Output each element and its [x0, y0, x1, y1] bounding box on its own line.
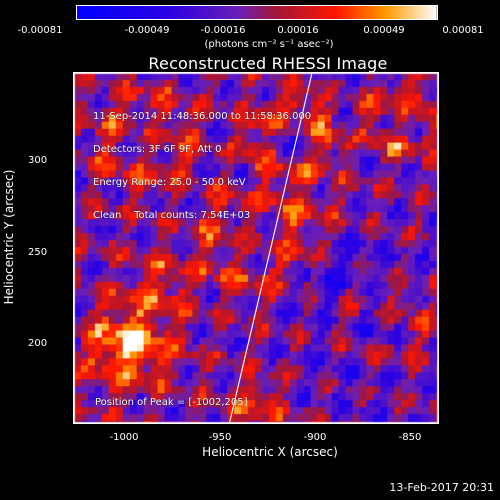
x-axis-label: Heliocentric X (arcsec) — [202, 445, 338, 459]
heatmap-image — [74, 73, 438, 423]
ytick-1: 300 — [28, 155, 48, 166]
peak-position: Position of Peak = [-1002,205] — [95, 397, 248, 408]
info-line-2: Detectors: 3F 6F 9F, Att 0 — [93, 144, 222, 155]
xtick-3: -900 — [303, 432, 327, 443]
colorbar-tick-3: -0.00016 — [200, 25, 246, 36]
colorbar-wrap — [76, 5, 438, 20]
ytick-3: 200 — [28, 338, 48, 349]
limb-line-stroke — [228, 73, 313, 423]
colorbar-ticklabels: -0.00081 -0.00049 -0.00016 0.00016 0.000… — [0, 24, 500, 38]
plot-title: Reconstructed RHESSI Image — [148, 54, 388, 73]
info-line-4: Clean Total counts: 7.54E+03 — [93, 210, 251, 221]
info-line-3: Energy Range: 25.0 - 50.0 keV — [93, 177, 246, 188]
footer-timestamp: 13-Feb-2017 20:31 — [389, 481, 494, 494]
colorbar-units: (photons cm⁻² s⁻¹ asec⁻²) — [204, 39, 334, 50]
colorbar — [77, 6, 437, 19]
colorbar-tick-2: -0.00049 — [124, 25, 170, 36]
limb-line — [228, 73, 313, 423]
colorbar-tick-4: 0.00016 — [277, 25, 319, 36]
y-axis-label: Heliocentric Y (arcsec) — [2, 169, 16, 305]
info-block: 11-Sep-2014 11:48:36.000 to 11:58:36.000… — [93, 89, 393, 232]
xtick-4: -850 — [398, 432, 422, 443]
xtick-2: -950 — [208, 432, 232, 443]
ytick-2: 250 — [28, 247, 48, 258]
colorbar-tick-1: -0.00081 — [17, 25, 63, 36]
colorbar-tick-6: 0.00081 — [442, 25, 484, 36]
info-line-1: 11-Sep-2014 11:48:36.000 to 11:58:36.000 — [93, 111, 312, 122]
colorbar-tick-5: 0.00049 — [363, 25, 405, 36]
plot-frame — [73, 72, 439, 424]
xtick-1: -1000 — [109, 432, 139, 443]
